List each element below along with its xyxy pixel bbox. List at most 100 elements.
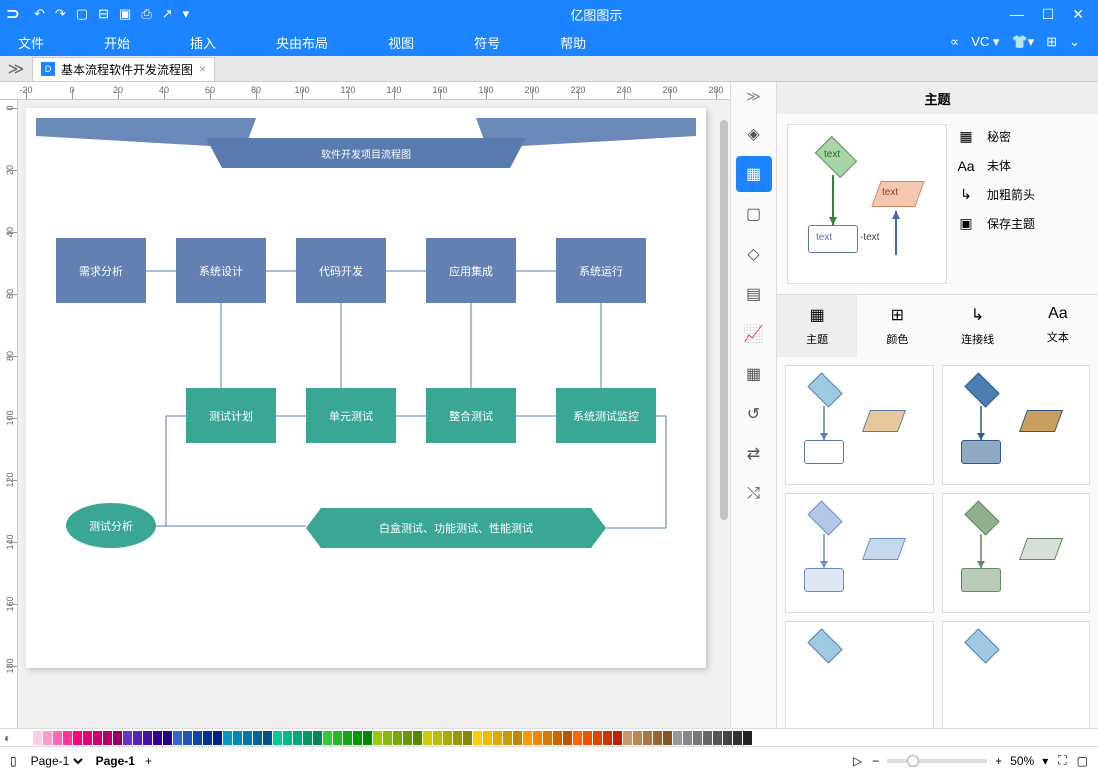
tab-theme[interactable]: ▦主题 [777, 295, 857, 357]
color-swatch[interactable] [373, 731, 382, 745]
zoom-slider-knob[interactable] [907, 755, 919, 767]
grid-icon[interactable]: ⊞ [1046, 34, 1057, 50]
flowchart-node[interactable]: 代码开发 [296, 238, 386, 303]
color-swatch[interactable] [503, 731, 512, 745]
color-swatch[interactable] [243, 731, 252, 745]
color-swatch[interactable] [363, 731, 372, 745]
vc-dropdown[interactable]: VC ▾ [971, 34, 999, 50]
flowchart-hexagon-node[interactable]: 白盒测试、功能测试、性能测试 [306, 508, 606, 548]
color-swatch[interactable] [513, 731, 522, 745]
color-swatch[interactable] [103, 731, 112, 745]
close-tab-icon[interactable]: × [199, 62, 206, 76]
page-selector[interactable]: Page-1 [27, 753, 86, 769]
color-swatch[interactable] [673, 731, 682, 745]
color-swatch[interactable] [133, 731, 142, 745]
flowchart-node[interactable]: 应用集成 [426, 238, 516, 303]
style-bold-arrow[interactable]: ↳加粗箭头 [955, 186, 1088, 203]
eyedropper-icon[interactable]: ◐ [4, 731, 22, 745]
tab-color[interactable]: ⊞颜色 [857, 295, 937, 357]
flowchart-node[interactable]: 系统设计 [176, 238, 266, 303]
zoom-level[interactable]: 50% [1010, 754, 1034, 768]
color-swatch[interactable] [453, 731, 462, 745]
menu-item[interactable]: 开始 [104, 33, 130, 52]
menu-item[interactable]: 视图 [388, 33, 414, 52]
theme-icon[interactable]: ▦ [736, 156, 772, 192]
theme-preset[interactable] [785, 365, 934, 485]
maximize-button[interactable]: ☐ [1042, 6, 1055, 23]
color-swatch[interactable] [313, 731, 322, 745]
add-page-button[interactable]: + [145, 754, 152, 768]
color-swatch[interactable] [323, 731, 332, 745]
color-swatch[interactable] [463, 731, 472, 745]
image-icon[interactable]: ▢ [736, 196, 772, 232]
qat-dropdown-icon[interactable]: ▾ [183, 6, 190, 22]
skin-icon[interactable]: 👕▾ [1011, 34, 1034, 50]
menu-item[interactable]: 帮助 [560, 33, 586, 52]
color-swatch[interactable] [623, 731, 632, 745]
color-swatch[interactable] [493, 731, 502, 745]
color-swatch[interactable] [543, 731, 552, 745]
color-swatch[interactable] [743, 731, 752, 745]
color-swatch[interactable] [353, 731, 362, 745]
minimize-button[interactable]: — [1010, 6, 1024, 23]
flowchart-start-node[interactable]: 测试分析 [66, 503, 156, 548]
color-swatch[interactable] [43, 731, 52, 745]
fit-page-icon[interactable]: ⛶ [1058, 753, 1066, 768]
color-swatch[interactable] [303, 731, 312, 745]
scrollbar-thumb[interactable] [720, 120, 728, 520]
flow-icon[interactable]: ⇄ [736, 436, 772, 472]
color-swatch[interactable] [213, 731, 222, 745]
shuffle-icon[interactable]: ⤭ [736, 476, 772, 512]
fullscreen-icon[interactable]: ▢ [1077, 754, 1088, 768]
color-swatch[interactable] [633, 731, 642, 745]
color-swatch[interactable] [653, 731, 662, 745]
color-swatch[interactable] [163, 731, 172, 745]
share-icon[interactable]: ∝ [950, 34, 959, 50]
open-icon[interactable]: ⊟ [98, 6, 109, 22]
color-swatch[interactable] [423, 731, 432, 745]
redo-icon[interactable]: ↷ [55, 6, 66, 22]
color-swatch[interactable] [723, 731, 732, 745]
color-swatch[interactable] [663, 731, 672, 745]
color-swatch[interactable] [293, 731, 302, 745]
color-swatch[interactable] [393, 731, 402, 745]
color-swatch[interactable] [123, 731, 132, 745]
canvas[interactable]: 软件开发项目流程图 需求分析系统设计代码开发应用集成系统运行测试计划单元测试整合… [26, 108, 706, 668]
fill-icon[interactable]: ◈ [736, 116, 772, 152]
close-button[interactable]: ✕ [1072, 6, 1084, 23]
color-swatch[interactable] [53, 731, 62, 745]
theme-preset[interactable] [942, 365, 1091, 485]
color-swatch[interactable] [413, 731, 422, 745]
color-swatch[interactable] [83, 731, 92, 745]
color-swatch[interactable] [153, 731, 162, 745]
flowchart-node[interactable]: 单元测试 [306, 388, 396, 443]
color-swatch[interactable] [433, 731, 442, 745]
color-swatch[interactable] [223, 731, 232, 745]
color-swatch[interactable] [733, 731, 742, 745]
color-swatch[interactable] [23, 731, 32, 745]
collapse-ribbon-icon[interactable]: ⌄ [1069, 34, 1080, 50]
menu-item[interactable]: 文件 [18, 33, 44, 52]
calc-icon[interactable]: ▦ [736, 356, 772, 392]
vertical-scrollbar[interactable] [718, 100, 730, 728]
color-swatch[interactable] [593, 731, 602, 745]
style-font[interactable]: Aa未体 [955, 157, 1088, 174]
collapse-panel-icon[interactable]: ≫ [746, 88, 761, 112]
color-swatch[interactable] [263, 731, 272, 745]
color-swatch[interactable] [73, 731, 82, 745]
color-swatch[interactable] [283, 731, 292, 745]
color-swatch[interactable] [233, 731, 242, 745]
play-icon[interactable]: ▷ [853, 754, 862, 768]
tab-text[interactable]: Aa文本 [1018, 295, 1098, 357]
color-swatch[interactable] [173, 731, 182, 745]
color-swatch[interactable] [113, 731, 122, 745]
menu-item[interactable]: 插入 [190, 33, 216, 52]
color-swatch[interactable] [703, 731, 712, 745]
color-swatch[interactable] [403, 731, 412, 745]
color-swatch[interactable] [383, 731, 392, 745]
color-swatch[interactable] [483, 731, 492, 745]
color-swatch[interactable] [253, 731, 262, 745]
layout-mode-icon[interactable]: ▯ [10, 754, 17, 768]
tab-connector[interactable]: ↳连接线 [938, 295, 1018, 357]
canvas-wrap[interactable]: 软件开发项目流程图 需求分析系统设计代码开发应用集成系统运行测试计划单元测试整合… [18, 100, 730, 728]
